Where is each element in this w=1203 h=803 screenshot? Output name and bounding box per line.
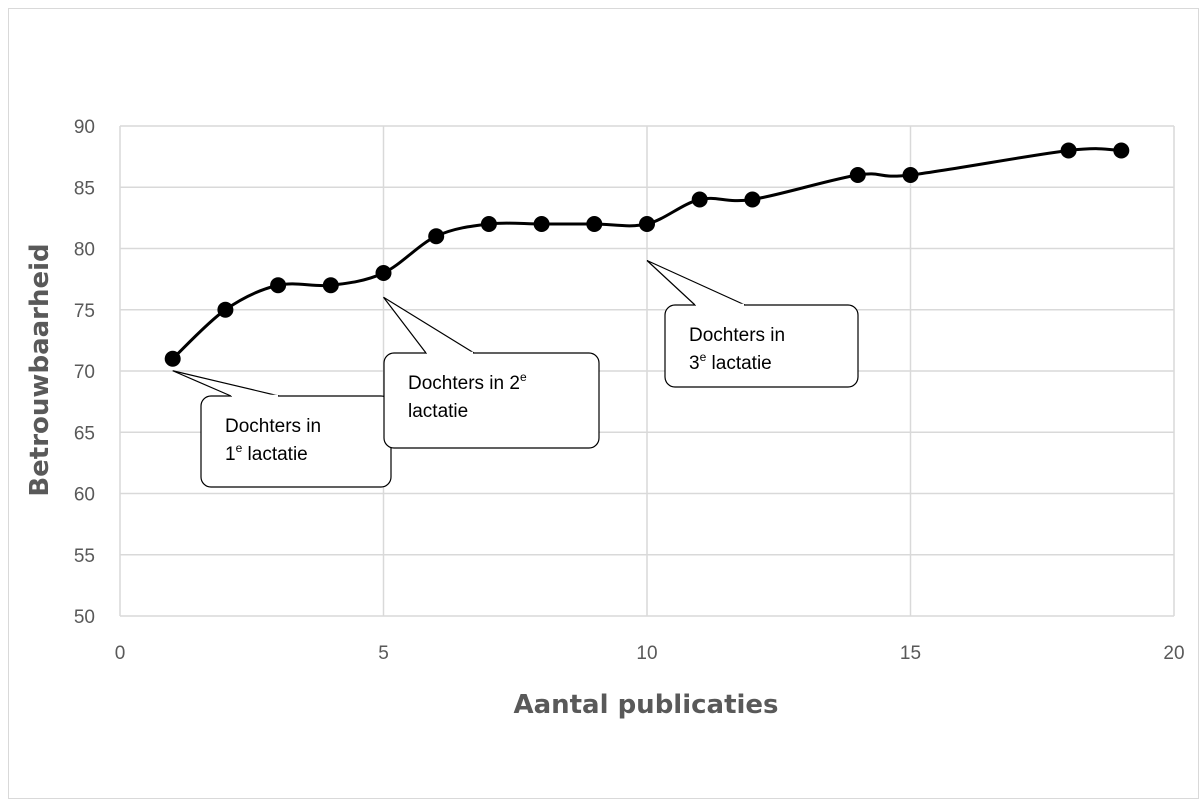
data-point [217,301,234,318]
callout-text: Dochters in 2 [408,373,520,394]
callout-text: 3 [689,353,700,374]
callout-text: 1 [225,444,236,465]
x-tick-label: 15 [900,643,921,664]
y-tick-label: 60 [74,485,95,506]
callout-text: Dochters in [689,325,785,346]
data-point [375,265,392,281]
data-point [902,167,919,183]
y-tick-label: 55 [74,546,95,567]
y-tick-labels: 50 55 60 65 70 75 80 85 90 [74,117,95,628]
data-point [586,216,603,232]
data-point [164,350,181,367]
callout-line-2: 1e lactatie [225,441,308,465]
callout-box [664,304,859,388]
callout-tail [646,259,746,306]
callout-2: Dochters in 2e lactatie [383,296,600,449]
y-tick-label: 65 [74,423,95,444]
callout-text: Dochters in [225,416,321,437]
y-tick-label: 90 [74,117,95,138]
y-tick-label: 70 [74,362,95,383]
callout-text: lactatie [242,444,307,465]
x-tick-label: 10 [636,643,657,664]
x-tick-labels: 0 5 10 15 20 [115,643,1185,664]
callout-line-2: 3e lactatie [689,350,772,374]
callout-tail [172,370,280,397]
data-point [1113,142,1130,159]
callout-text: lactatie [706,353,771,374]
data-point [533,216,550,232]
callout-box [200,395,392,488]
callout-box [383,352,600,449]
series-markers [164,142,1130,367]
callout-line-2: lactatie [408,401,468,422]
callout-line-1: Dochters in [225,416,321,437]
grid [119,125,1175,617]
data-point [1060,142,1077,159]
callout-superscript: e [520,370,527,384]
data-point [849,167,866,183]
callout-tail [383,296,475,354]
data-point [744,191,761,208]
callout-line-1: Dochters in [689,325,785,346]
callout-line-1: Dochters in 2e [408,370,527,394]
data-point [322,277,339,294]
y-tick-label: 85 [74,178,95,199]
callout-superscript: e [700,350,707,364]
x-tick-label: 20 [1163,643,1184,664]
callout-superscript: e [236,441,243,455]
callout-text: lactatie [408,401,468,422]
data-point [480,216,497,232]
data-point [691,191,708,208]
y-tick-label: 75 [74,301,95,322]
data-point [428,228,445,245]
x-tick-label: 0 [115,643,126,664]
y-tick-label: 80 [74,240,95,261]
callout-1: Dochters in 1e lactatie [172,370,392,488]
x-axis-title: Aantal publicaties [513,690,778,720]
y-axis-title: Betrouwbaarheid [25,243,55,496]
data-point [270,277,287,294]
data-point [639,216,655,232]
y-tick-label: 50 [74,607,95,628]
x-tick-label: 5 [378,643,389,664]
callout-3: Dochters in 3e lactatie [646,259,859,388]
